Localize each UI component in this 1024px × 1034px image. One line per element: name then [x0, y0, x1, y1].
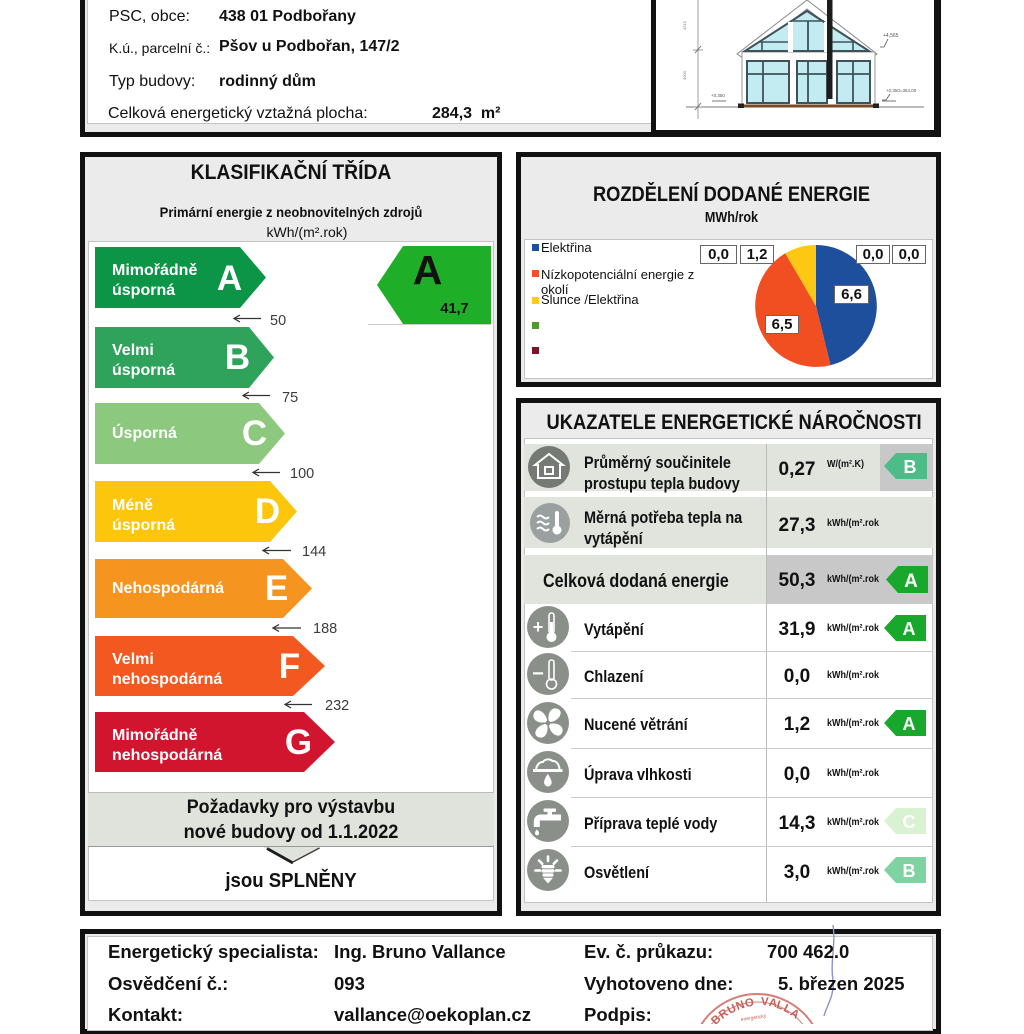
- svg-text:−: −: [532, 663, 544, 685]
- svg-text:A: A: [903, 714, 916, 734]
- svg-text:+0,350: +0,350: [711, 93, 725, 98]
- svg-text:V: V: [761, 996, 769, 1008]
- svg-text:50: 50: [270, 313, 286, 329]
- svg-text:B: B: [904, 457, 917, 477]
- svg-text:energetický: energetický: [740, 1013, 767, 1023]
- svg-text:4215: 4215: [682, 20, 687, 30]
- svg-text:100: 100: [290, 466, 314, 482]
- svg-text:B: B: [709, 1013, 723, 1024]
- svg-text:B: B: [903, 861, 916, 881]
- svg-text:C: C: [903, 812, 916, 832]
- svg-text:O: O: [744, 997, 755, 1011]
- svg-text:A: A: [903, 619, 916, 639]
- svg-text:188: 188: [313, 621, 337, 637]
- svg-text:A: A: [904, 571, 918, 592]
- svg-text:L: L: [781, 1002, 793, 1016]
- svg-text:N: N: [734, 999, 746, 1013]
- svg-text:+: +: [533, 617, 544, 637]
- svg-text:+4,565: +4,565: [883, 33, 899, 39]
- svg-text:A: A: [768, 997, 778, 1010]
- svg-text:+0,350=354,00: +0,350=354,00: [886, 88, 917, 93]
- svg-text:L: L: [775, 999, 785, 1013]
- svg-text:232: 232: [325, 698, 349, 714]
- svg-text:3000: 3000: [682, 70, 687, 80]
- svg-text:75: 75: [282, 390, 298, 406]
- svg-text:144: 144: [302, 544, 326, 560]
